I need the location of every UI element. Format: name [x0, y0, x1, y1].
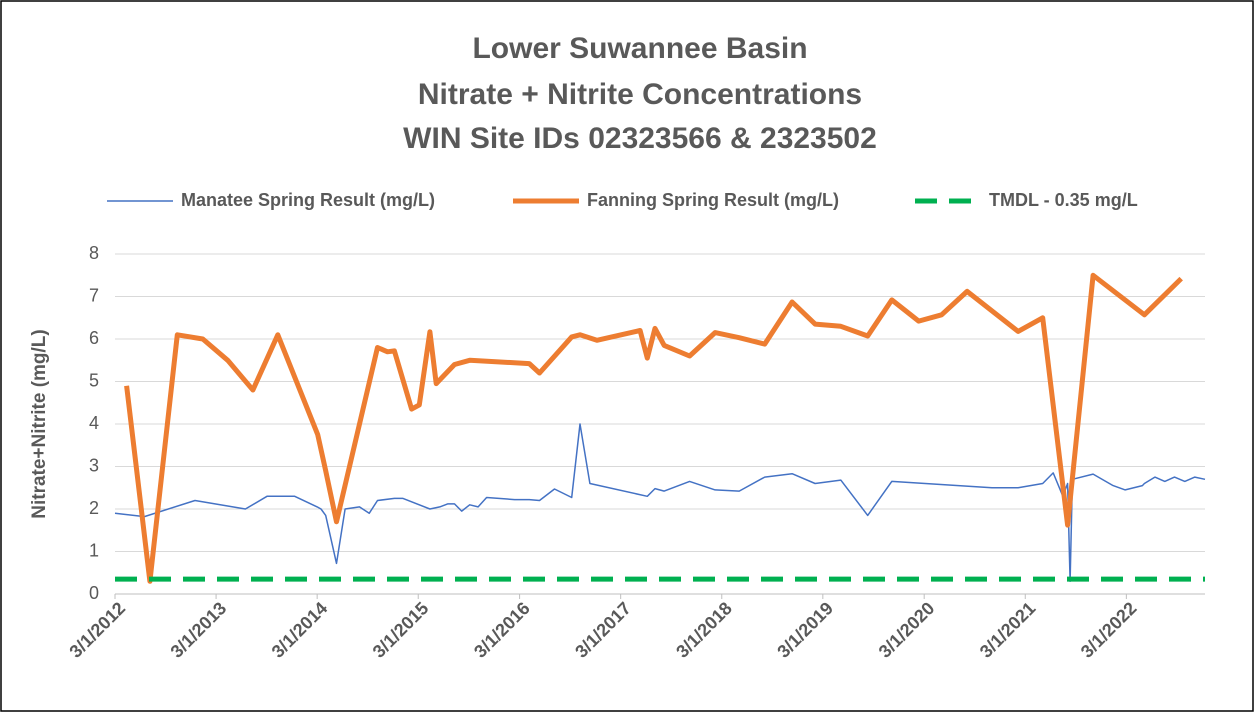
data-line: [124, 272, 1183, 584]
y-tick-label: 0: [89, 583, 99, 603]
legend-label: TMDL - 0.35 mg/L: [989, 190, 1138, 210]
data-line: [114, 423, 1206, 583]
y-tick-label: 4: [89, 413, 99, 433]
legend-label: Manatee Spring Result (mg/L): [181, 190, 435, 210]
y-tick-label: 5: [89, 370, 99, 390]
y-tick-label: 6: [89, 328, 99, 348]
chart-title: WIN Site IDs 02323566 & 2323502: [403, 122, 877, 155]
y-tick-label: 3: [89, 455, 99, 475]
y-axis-label: Nitrate+Nitrite (mg/L): [29, 329, 50, 519]
y-tick-label: 8: [89, 243, 99, 263]
chart-title: Nitrate + Nitrite Concentrations: [418, 78, 862, 111]
chart-title: Lower Suwannee Basin: [472, 32, 807, 65]
legend-label: Fanning Spring Result (mg/L): [587, 190, 839, 210]
y-tick-label: 1: [89, 540, 99, 560]
y-tick-label: 7: [89, 285, 99, 305]
y-tick-label: 2: [89, 498, 99, 518]
